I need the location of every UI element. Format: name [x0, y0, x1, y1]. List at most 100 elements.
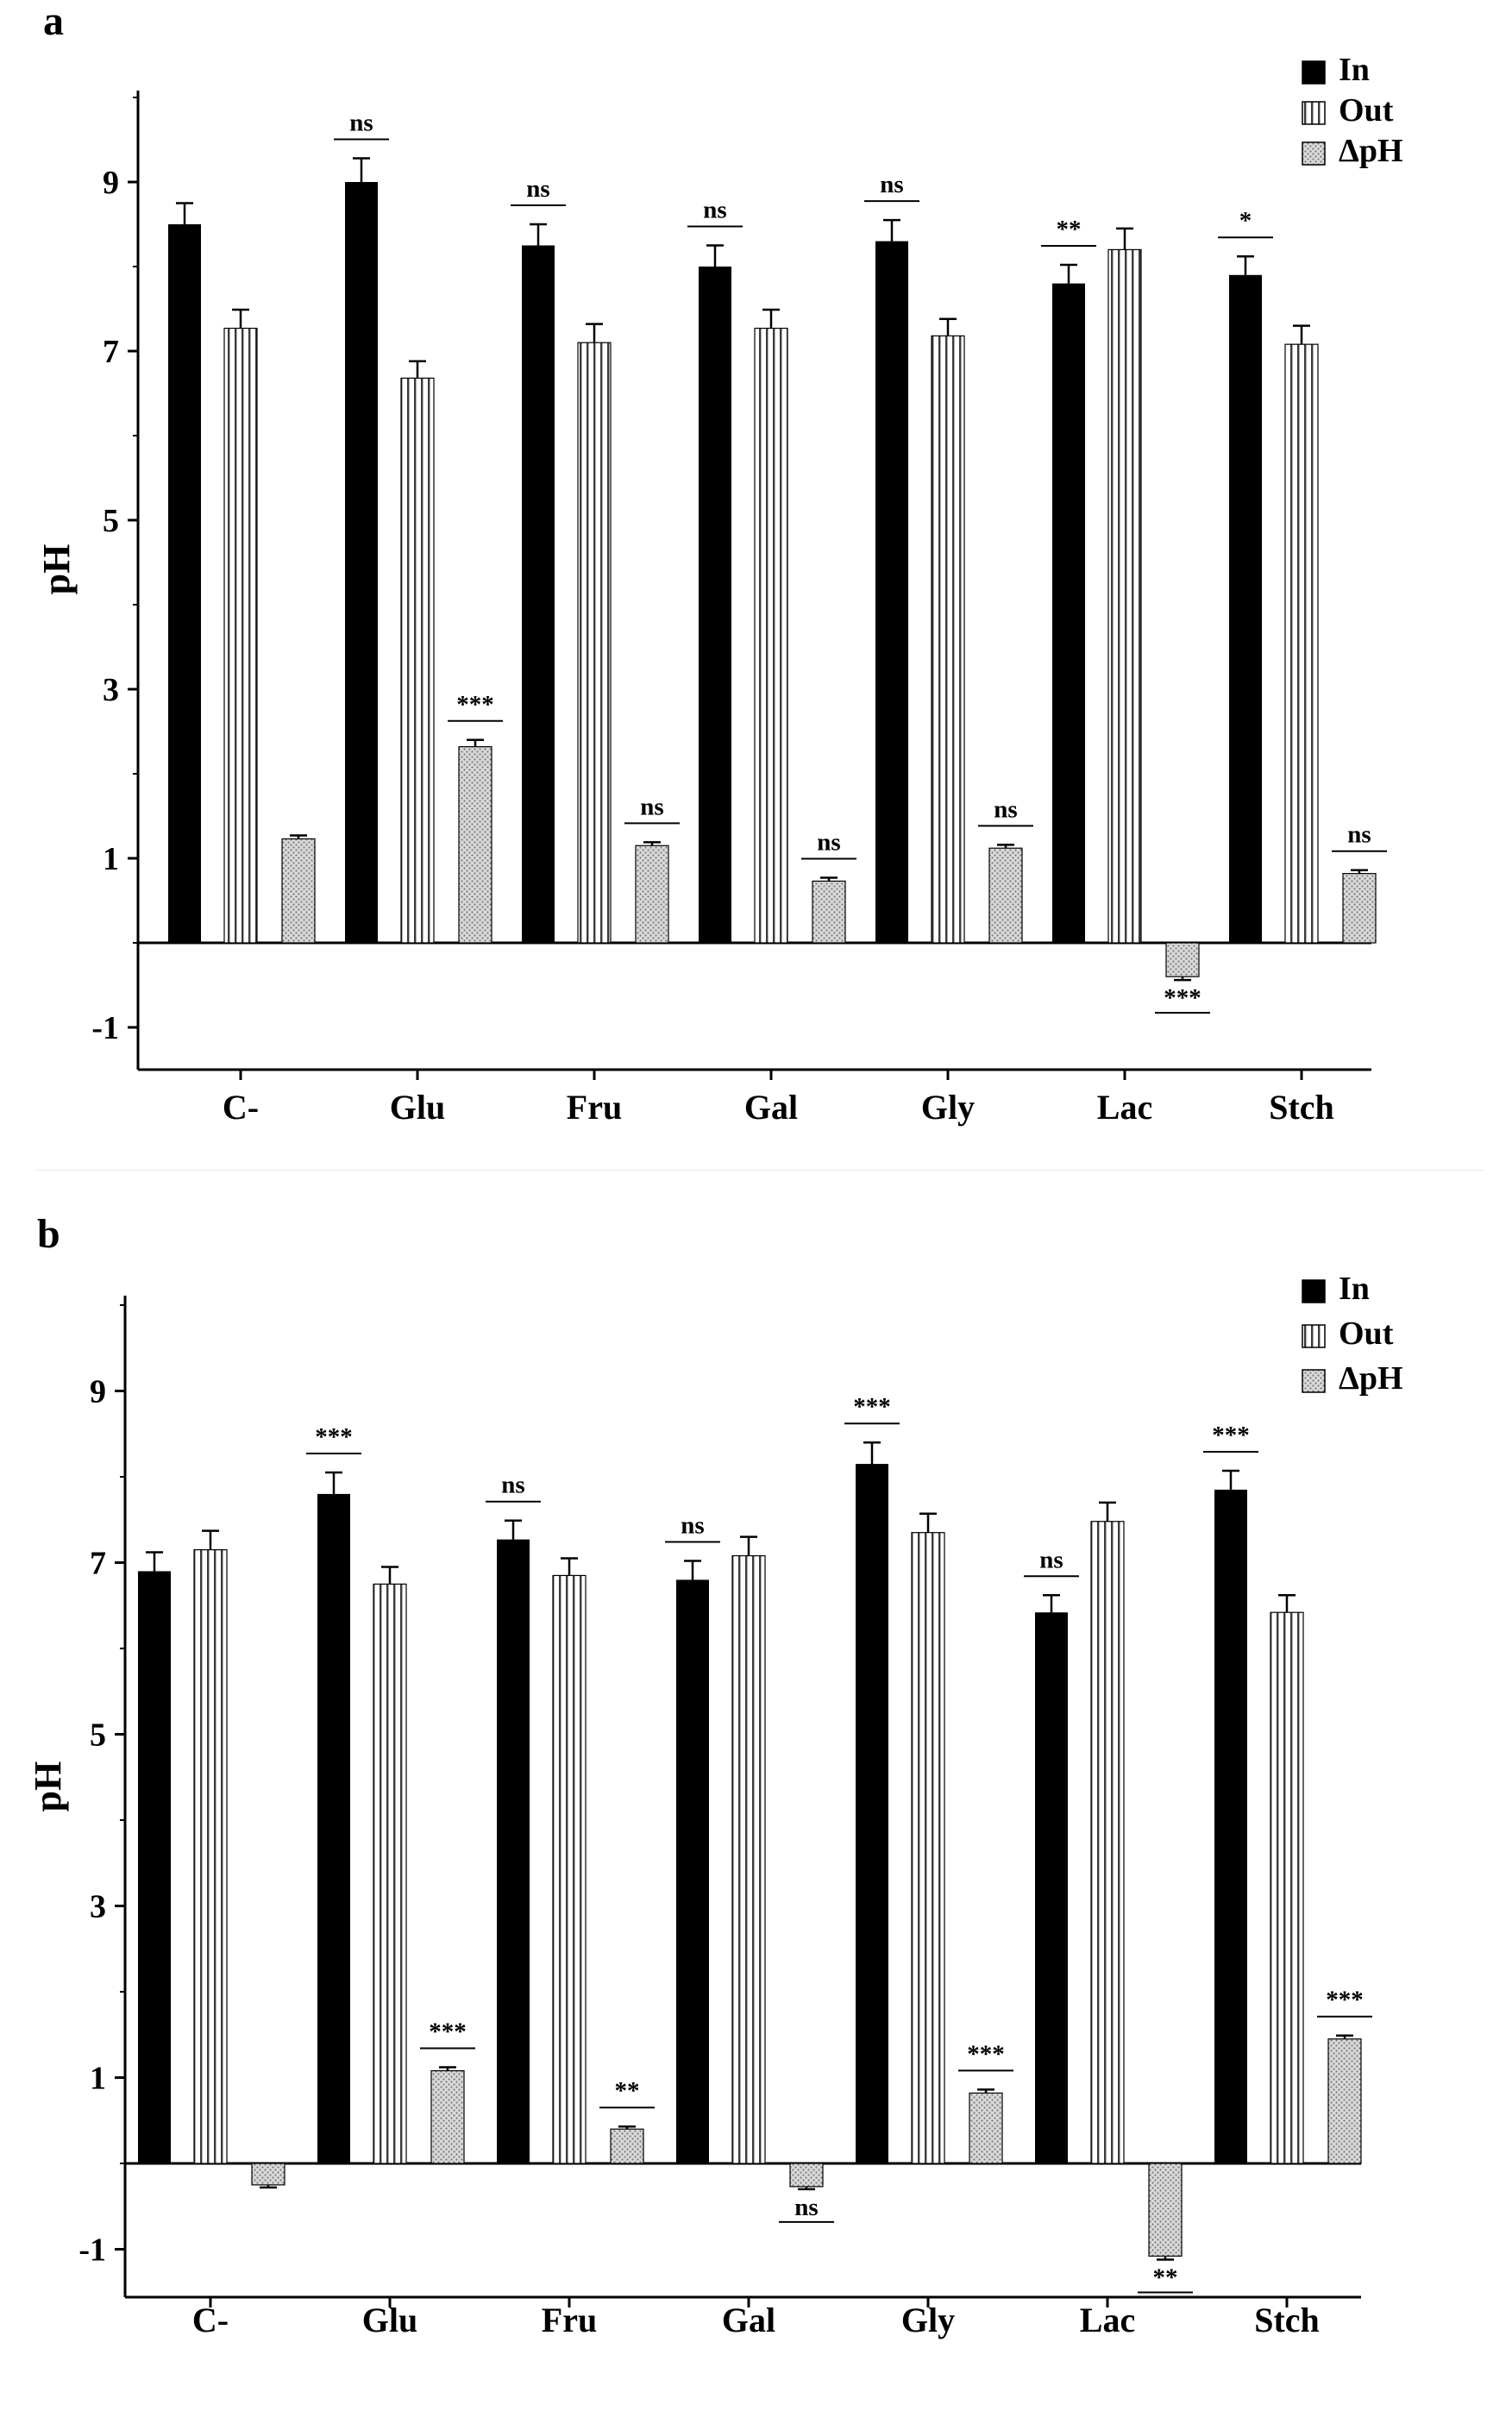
legend-swatch	[1302, 1279, 1326, 1303]
bar-in	[345, 182, 378, 943]
x-tick-label: Lac	[1097, 1088, 1152, 1127]
bar-in	[1214, 1489, 1247, 2163]
significance-label: ns	[526, 175, 549, 203]
x-tick-label: Gal	[744, 1088, 798, 1127]
bar-in	[1229, 274, 1262, 943]
y-tick-label: 5	[90, 1717, 106, 1754]
significance-label: ns	[1347, 821, 1371, 849]
bar-deltaph	[1148, 2163, 1183, 2257]
bar-out	[1284, 343, 1319, 944]
bar-deltaph	[789, 2163, 824, 2188]
significance-label: ns	[703, 197, 726, 224]
bar-deltaph	[458, 746, 492, 944]
bar-in	[317, 1493, 350, 2163]
x-tick-label: C-	[223, 1088, 259, 1127]
bar-out	[911, 1532, 945, 2164]
bar-out	[931, 335, 965, 944]
bar-deltaph	[1342, 873, 1377, 944]
bar-in	[522, 245, 555, 943]
bar-out	[731, 1554, 766, 2164]
significance-label: ns	[681, 1512, 704, 1540]
bar-deltaph	[1165, 942, 1200, 977]
panel-divider	[35, 1170, 1484, 1171]
significance-label: ***	[1212, 1422, 1250, 1449]
y-tick-label: 9	[103, 165, 119, 201]
bar-in	[168, 224, 201, 943]
bar-deltaph	[251, 2163, 285, 2186]
bar-out	[1270, 1611, 1304, 2164]
significance-label: ***	[1326, 1987, 1364, 2014]
significance-label: ns	[640, 793, 663, 820]
y-tick-label: 5	[103, 503, 119, 539]
significance-label: ***	[967, 2040, 1005, 2068]
significance-label: ***	[315, 1423, 353, 1451]
legend-swatch	[1302, 101, 1326, 125]
bar-out	[373, 1583, 407, 2164]
bar-deltaph	[812, 880, 846, 944]
significance-label: ns	[349, 110, 373, 137]
significance-label: ***	[429, 2019, 467, 2046]
bar-deltaph	[281, 838, 316, 944]
y-tick-label: 1	[103, 841, 119, 877]
legend-label: Out	[1339, 92, 1394, 129]
y-tick-label: 3	[103, 672, 119, 708]
significance-label: ***	[456, 691, 494, 719]
legend-swatch	[1302, 1369, 1326, 1393]
legend-swatch	[1302, 141, 1326, 166]
bar-deltaph	[988, 847, 1023, 944]
significance-label: *	[1239, 207, 1252, 235]
bar-out	[193, 1548, 228, 2164]
bar-out	[1090, 1521, 1125, 2164]
bar-deltaph	[969, 2092, 1003, 2164]
significance-label: **	[1057, 216, 1082, 243]
legend-label: ΔpH	[1339, 1360, 1403, 1397]
y-tick-label: 7	[103, 334, 119, 370]
bar-out	[400, 377, 435, 944]
significance-label: ns	[817, 829, 840, 857]
bar-out	[1107, 248, 1142, 944]
significance-label: ***	[853, 1393, 891, 1421]
legend-label: Out	[1339, 1315, 1394, 1352]
bar-out	[552, 1574, 587, 2164]
legend-label: In	[1339, 52, 1370, 88]
bar-deltaph	[610, 2128, 644, 2164]
bar-deltaph	[430, 2069, 465, 2164]
legend-label: In	[1339, 1271, 1370, 1307]
significance-label: ns	[994, 795, 1017, 823]
bar-in	[699, 267, 731, 943]
bar-in	[1035, 1612, 1068, 2163]
significance-label: ***	[1164, 984, 1201, 1012]
y-axis-label: pH	[35, 544, 78, 595]
y-tick-label: 3	[90, 1889, 106, 1925]
bar-out	[223, 327, 258, 944]
legend-swatch	[1302, 60, 1326, 85]
bar-out	[577, 342, 612, 944]
significance-label: **	[1153, 2263, 1178, 2291]
significance-label: ns	[1039, 1546, 1063, 1573]
bar-out	[754, 327, 788, 944]
y-tick-label: -1	[91, 1010, 119, 1046]
significance-label: **	[615, 2077, 640, 2105]
bar-deltaph	[635, 844, 669, 944]
x-tick-label: Glu	[390, 1088, 445, 1127]
significance-label: ns	[880, 171, 903, 198]
x-tick-label: Fru	[567, 1088, 622, 1127]
bar-deltaph	[1327, 2038, 1362, 2164]
chart-panel-a: a -1 1 3 5 7 9 pH C- Glu Fru Gal Gly Lac Stch ns ns ns ns *…	[35, 0, 1403, 1127]
x-tick-label: Gly	[921, 1088, 975, 1127]
y-tick-label: 7	[90, 1546, 106, 1582]
significance-label: ns	[501, 1472, 524, 1499]
bar-in	[875, 241, 908, 944]
significance-label: ns	[794, 2194, 818, 2221]
panel-letter: b	[37, 1211, 60, 1257]
legend-swatch	[1302, 1324, 1326, 1348]
bar-in	[676, 1579, 709, 2163]
panel-letter: a	[43, 0, 64, 44]
y-axis-label: pH	[27, 1761, 69, 1812]
y-tick-label: 9	[90, 1374, 106, 1410]
y-tick-label: 1	[90, 2061, 106, 2097]
bar-in	[856, 1464, 888, 2163]
bar-in	[1052, 283, 1085, 944]
